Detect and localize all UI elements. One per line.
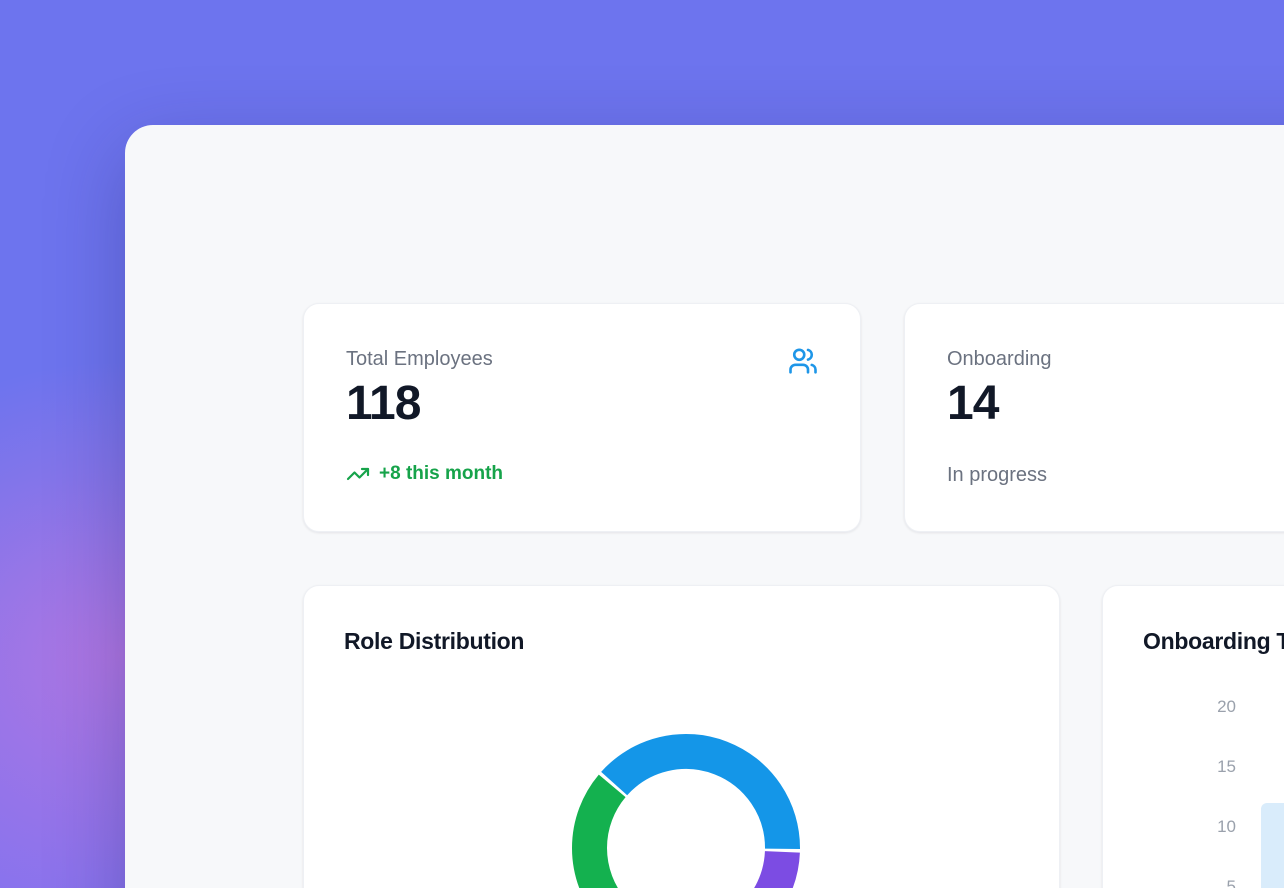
chart-title: Onboarding Trend bbox=[1143, 628, 1284, 654]
stat-trend: +8 this month bbox=[346, 462, 503, 486]
stat-subtitle: In progress bbox=[947, 464, 1048, 486]
bar-sep-light-blue bbox=[1261, 803, 1284, 888]
stat-trend-text: +8 this month bbox=[379, 463, 504, 484]
stat-value: 14 bbox=[947, 377, 999, 430]
stat-label: Onboarding bbox=[947, 348, 1052, 370]
donut-segment-purple bbox=[754, 850, 800, 888]
dashboard-panel: Total Employees 118 +8 this month bbox=[125, 125, 1284, 888]
stat-label: Total Employees bbox=[346, 348, 493, 370]
role-distribution-donut-chart bbox=[566, 728, 806, 888]
donut-segment-green bbox=[572, 774, 626, 888]
onboarding-trend-bar-chart: 05101520SepOct bbox=[1103, 586, 1284, 888]
users-icon bbox=[788, 346, 818, 376]
y-axis-tick-5: 5 bbox=[1226, 877, 1236, 888]
chart-title: Role Distribution bbox=[344, 628, 525, 654]
role-distribution-card: Role Distribution bbox=[303, 585, 1060, 888]
y-axis-tick-20: 20 bbox=[1217, 697, 1236, 716]
donut-segment-blue bbox=[601, 734, 801, 850]
stat-card-total-employees: Total Employees 118 +8 this month bbox=[303, 303, 861, 532]
trending-up-icon bbox=[346, 462, 370, 486]
y-axis-tick-15: 15 bbox=[1217, 757, 1236, 776]
stat-value: 118 bbox=[346, 377, 421, 430]
stat-card-onboarding: Onboarding 14 In progress bbox=[904, 303, 1284, 532]
y-axis-tick-10: 10 bbox=[1217, 817, 1236, 836]
onboarding-trend-card: Onboarding Trend 05101520SepOct bbox=[1102, 585, 1284, 888]
